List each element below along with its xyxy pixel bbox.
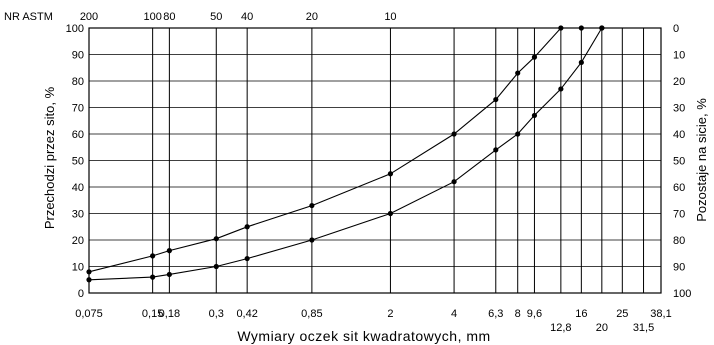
series-lines [86,25,605,283]
y2-tick-label: 20 [673,76,685,88]
data-point [558,86,564,92]
top-tick-label: 20 [306,11,318,23]
y2-tick-label: 100 [673,288,691,300]
y2-tick-label: 80 [673,235,685,247]
y-tick-label: 60 [72,129,84,141]
data-point [213,263,219,270]
x-tick-label: 0,42 [236,308,257,320]
x-tick-label: 0,075 [75,308,103,320]
x-tick-label: 0,18 [159,308,180,320]
y2-tick-label: 50 [673,156,685,168]
data-point [515,131,521,137]
y-tick-label: 100 [66,23,84,35]
y-tick-label: 10 [72,262,84,274]
data-point [309,237,315,243]
series-line-2 [88,27,603,281]
y2-tick-label: 30 [673,103,685,115]
series-line-1 [88,27,602,273]
data-point [599,25,605,31]
x-tick-label: 38,1 [650,308,671,320]
data-point [150,274,156,280]
data-point [309,202,315,209]
data-point [213,236,219,242]
top-tick-label: 80 [163,11,175,23]
data-point [493,147,499,153]
x-tick-label: 8 [515,308,521,320]
data-point [451,179,457,185]
y-tick-label: 30 [72,209,84,221]
top-tick-label: 200 [80,11,98,23]
y2-tick-label: 60 [673,182,685,194]
data-point [531,112,538,119]
data-point [86,277,92,283]
y-tick-label: 20 [72,235,84,247]
data-point [531,54,538,60]
y-tick-label: 0 [78,288,84,300]
x-tick-label: 4 [451,308,457,320]
x-tick-label: 0,15 [142,308,163,320]
y-axis-label: Przechodzi przez sito, % [42,86,57,229]
data-point [387,171,394,177]
data-point [493,96,499,103]
plot-frame [88,27,662,294]
x-tick-label: 9,6 [527,308,542,320]
x-tick-label: 6,3 [488,308,503,320]
y2-tick-label: 40 [673,129,685,141]
y-tick-label: 70 [72,103,84,115]
x-tick-label-lower: 12,8 [550,322,571,334]
data-point [244,255,250,262]
y-tick-label: 40 [72,182,84,194]
data-point [244,224,250,230]
x-axis-ticks: 0,075 0,150,18 0,3 0,42 0,85 2 4 6,3 8 9,6 16 25 38,… [75,308,671,334]
x-tick-label: 0,85 [301,308,322,320]
y2-tick-label: 10 [673,50,685,62]
y2-tick-label: 0 [673,23,679,35]
horizontal-gridlines [89,27,661,294]
x-tick-label-lower: 31,5 [633,322,654,334]
data-point [86,269,92,275]
y-axis-ticks: 0 10 20 30 40 50 60 70 80 90 100 [66,23,84,300]
x-tick-label-lower: 20 [596,322,608,334]
top-tick-label: 50 [210,11,222,23]
data-point [578,59,584,66]
x-tick-label: 16 [575,308,587,320]
y2-axis-label: Pozostaje na sicie, % [694,98,709,222]
data-point [166,271,172,278]
data-point [387,210,394,217]
y2-tick-label: 90 [673,262,685,274]
x-tick-label: 2 [387,308,393,320]
x-axis-label: Wymiary oczek sit kwadratowych, mm [237,328,490,344]
y-tick-label: 80 [72,76,84,88]
y2-tick-label: 70 [673,209,685,221]
data-point [166,248,172,254]
data-point [150,253,156,259]
y-tick-label: 50 [72,156,84,168]
data-point [558,25,564,31]
data-point [578,25,584,31]
top-tick-label: 10 [384,11,396,23]
data-point [515,70,521,76]
top-tick-label: 40 [241,11,253,23]
y-tick-label: 90 [72,50,84,62]
top-axis-title: NR ASTM [4,11,53,23]
top-tick-label: 100 [143,11,161,23]
x-tick-label: 25 [616,308,628,320]
top-axis-ticks: 200 100 80 50 40 20 10 [80,11,397,23]
data-point [451,131,457,137]
x-tick-label: 0,3 [209,308,224,320]
